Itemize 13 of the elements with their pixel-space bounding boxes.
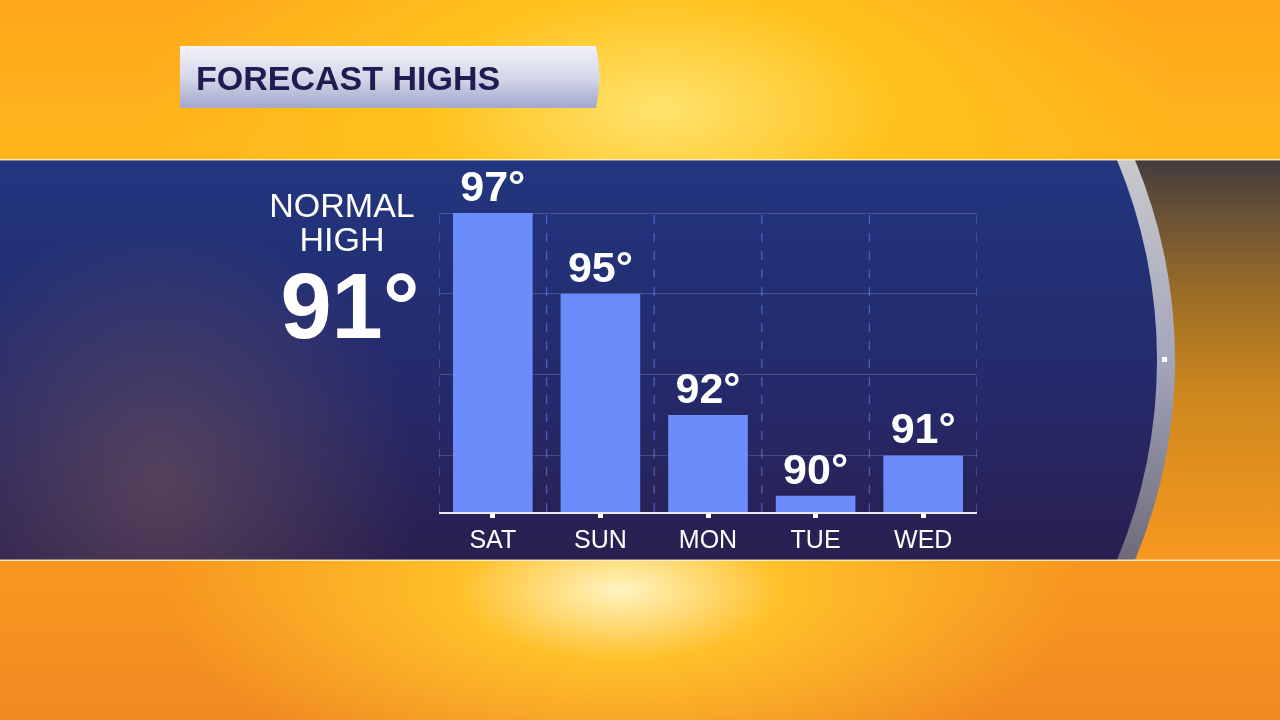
data-label: 91° — [890, 404, 956, 453]
data-label: 95° — [567, 242, 633, 291]
x-tick-label: MON — [678, 524, 738, 553]
data-label: 97° — [460, 162, 526, 211]
x-tick-label: TUE — [790, 524, 841, 553]
chart-title: FORECAST HIGHS — [196, 58, 501, 97]
data-label: 90° — [783, 444, 849, 493]
x-tick-label: WED — [894, 524, 953, 553]
data-label: 92° — [675, 364, 741, 413]
text: NORMAL HIGH — [268, 186, 416, 258]
x-tick-label: SUN — [574, 524, 627, 553]
text: 91° — [279, 255, 421, 357]
x-tick-label: SAT — [469, 524, 517, 553]
